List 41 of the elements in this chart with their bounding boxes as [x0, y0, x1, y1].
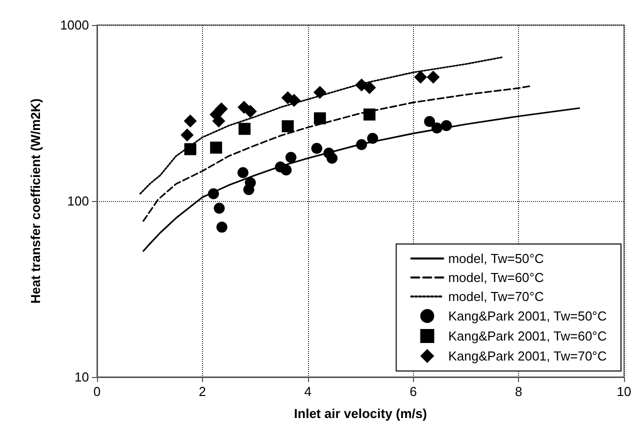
- x-tick-label: 10: [616, 384, 632, 399]
- point: [426, 70, 440, 84]
- x-tick-label: 8: [514, 384, 522, 399]
- point: [326, 152, 338, 164]
- point: [362, 81, 376, 94]
- point: [214, 202, 225, 214]
- point: [282, 120, 294, 132]
- point: [212, 114, 226, 128]
- y-axis-title: Heat transfer coefficient (W/m2K): [28, 98, 43, 304]
- point: [216, 222, 228, 233]
- x-tick-label: 6: [410, 384, 417, 399]
- x-tick-label: 4: [304, 384, 312, 399]
- point: [414, 70, 428, 84]
- point: [244, 104, 257, 118]
- point: [314, 112, 326, 124]
- x-tick-label: 2: [198, 384, 206, 399]
- y-tick-label: 100: [67, 194, 89, 208]
- legend-label: Kang&Park 2001, Tw=70°C: [448, 348, 607, 364]
- line-series: [139, 56, 503, 195]
- y-tick-label: 1000: [60, 18, 89, 32]
- x-tick-label: 0: [93, 384, 101, 399]
- legend-label: Kang&Park 2001, Tw=50°C: [448, 308, 607, 324]
- point: [280, 164, 292, 176]
- legend-label: Kang&Park 2001, Tw=60°C: [448, 328, 607, 344]
- point: [237, 167, 248, 178]
- point: [285, 152, 296, 163]
- point: [238, 122, 251, 135]
- point: [311, 142, 322, 154]
- y-tick-label: 10: [74, 370, 89, 384]
- point: [184, 114, 197, 128]
- point: [214, 102, 228, 116]
- x-axis-title: Inlet air velocity (m/s): [294, 406, 427, 421]
- legend-label: model, Tw=70°C: [448, 289, 544, 304]
- point: [424, 116, 436, 127]
- line-series: [142, 107, 580, 252]
- point: [210, 142, 222, 154]
- line-series: [142, 85, 532, 222]
- legend-label: model, Tw=50°C: [448, 251, 544, 266]
- legend-label: model, Tw=60°C: [448, 270, 544, 285]
- point: [180, 128, 194, 142]
- point: [243, 184, 254, 196]
